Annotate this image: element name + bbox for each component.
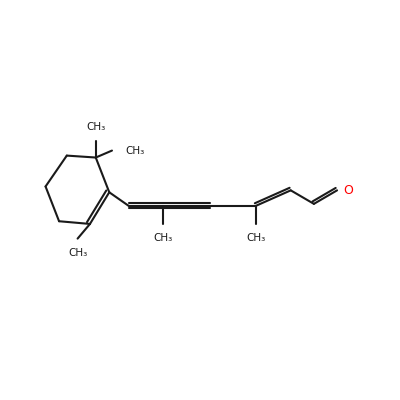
Text: CH₃: CH₃ [154,233,173,243]
Text: CH₃: CH₃ [126,146,145,156]
Text: CH₃: CH₃ [246,233,266,243]
Text: O: O [343,184,353,197]
Text: CH₃: CH₃ [68,248,87,258]
Text: CH₃: CH₃ [86,122,105,132]
